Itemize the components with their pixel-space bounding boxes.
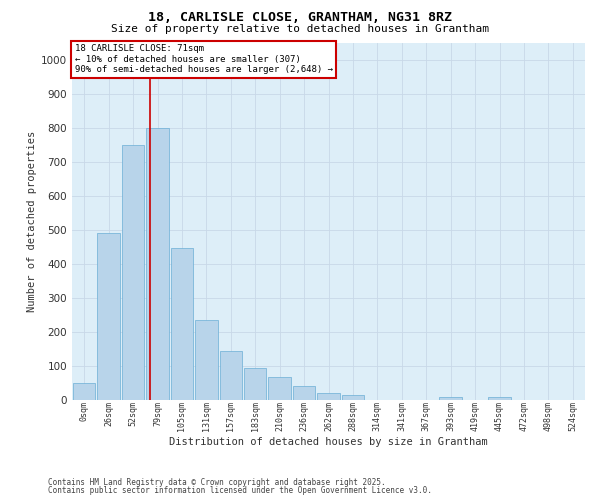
Bar	[195, 320, 218, 400]
Y-axis label: Number of detached properties: Number of detached properties	[27, 130, 37, 312]
Text: Contains public sector information licensed under the Open Government Licence v3: Contains public sector information licen…	[48, 486, 432, 495]
X-axis label: Distribution of detached houses by size in Grantham: Distribution of detached houses by size …	[169, 437, 488, 447]
Bar	[170, 248, 193, 400]
Bar	[488, 398, 511, 400]
Bar	[97, 233, 120, 400]
Text: Contains HM Land Registry data © Crown copyright and database right 2025.: Contains HM Land Registry data © Crown c…	[48, 478, 386, 487]
Text: 18 CARLISLE CLOSE: 71sqm
← 10% of detached houses are smaller (307)
90% of semi-: 18 CARLISLE CLOSE: 71sqm ← 10% of detach…	[74, 44, 332, 74]
Bar	[220, 350, 242, 400]
Bar	[73, 383, 95, 400]
Bar	[122, 144, 145, 400]
Bar	[317, 392, 340, 400]
Bar	[268, 377, 291, 400]
Text: Size of property relative to detached houses in Grantham: Size of property relative to detached ho…	[111, 24, 489, 34]
Bar	[439, 396, 462, 400]
Bar	[341, 394, 364, 400]
Bar	[146, 128, 169, 400]
Bar	[293, 386, 316, 400]
Text: 18, CARLISLE CLOSE, GRANTHAM, NG31 8RZ: 18, CARLISLE CLOSE, GRANTHAM, NG31 8RZ	[148, 11, 452, 24]
Bar	[244, 368, 266, 400]
